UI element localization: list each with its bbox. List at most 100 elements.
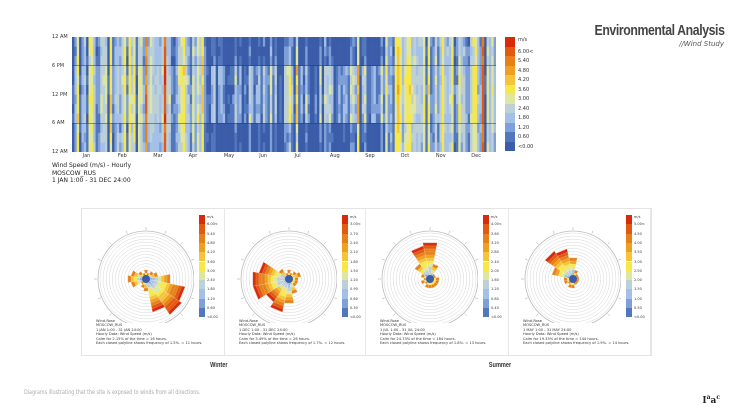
heatmap-cell	[178, 56, 181, 67]
heatmap-cell	[152, 46, 155, 57]
heatmap-cell	[83, 94, 87, 105]
heatmap-cell	[368, 84, 372, 95]
legend-swatch	[505, 75, 515, 85]
heatmap-cell	[455, 65, 459, 76]
heatmap-cell	[79, 113, 82, 124]
heatmap-cell	[93, 46, 96, 57]
heatmap-cell	[326, 132, 330, 143]
heatmap-cell	[76, 65, 80, 76]
heatmap-cell	[194, 94, 198, 105]
direction-tick	[536, 313, 539, 316]
heatmap-cell	[229, 56, 233, 67]
legend-tick: 1.20	[350, 278, 358, 283]
heatmap-cell	[234, 75, 238, 86]
heatmap-cell	[255, 132, 259, 143]
heatmap-cell	[366, 84, 370, 95]
heatmap-cell	[281, 94, 285, 105]
heatmap-cell	[333, 142, 337, 152]
heatmap-cell	[333, 94, 337, 105]
heatmap-cell	[413, 37, 417, 47]
heatmap-cell	[116, 46, 120, 57]
heatmap-cell	[342, 104, 346, 114]
heatmap-cell	[284, 75, 287, 86]
heatmap-cell	[72, 123, 75, 134]
heatmap-cell	[411, 84, 414, 95]
heatmap-cell	[479, 142, 483, 152]
direction-tick	[618, 258, 621, 261]
heatmap-cell	[130, 113, 134, 124]
heatmap-cell	[293, 142, 297, 152]
legend-swatch	[483, 308, 489, 318]
heatmap-cell	[178, 132, 181, 143]
heatmap-y-axis: 12 AM 6 PM 12 PM 6 AM 12 AM	[52, 34, 72, 155]
heatmap-cell	[401, 104, 405, 114]
heatmap-cell	[248, 132, 252, 143]
heatmap-cell	[444, 104, 447, 114]
heatmap-cell	[444, 37, 447, 47]
frequency-ring	[248, 238, 330, 320]
heatmap-cell	[104, 123, 108, 134]
heatmap-cell	[130, 94, 134, 105]
heatmap-cell	[347, 123, 351, 134]
heatmap-cell	[298, 75, 301, 86]
heatmap-cell	[286, 132, 290, 143]
heatmap-cell	[375, 84, 379, 95]
heatmap-cell	[425, 132, 428, 143]
heatmap-cell	[354, 75, 358, 86]
heatmap-cell	[340, 142, 344, 152]
legend-swatch	[342, 261, 348, 271]
heatmap-cell	[163, 142, 167, 152]
heatmap-cell	[364, 132, 367, 143]
heatmap-cell	[218, 113, 221, 124]
heatmap-cell	[321, 84, 325, 95]
heatmap-cell	[225, 113, 228, 124]
legend-unit: m/s	[634, 215, 641, 219]
heatmap-cell	[425, 142, 428, 152]
heatmap-cell	[116, 104, 120, 114]
heatmap-cell	[180, 84, 184, 95]
heatmap-cell	[215, 113, 219, 124]
heatmap-cell	[145, 65, 148, 76]
heatmap-cell	[196, 113, 200, 124]
heatmap-cell	[493, 37, 496, 47]
heatmap-cell	[170, 46, 174, 57]
heatmap-cell	[114, 37, 118, 47]
heatmap-cell	[380, 94, 384, 105]
heatmap-cell	[371, 65, 374, 76]
heatmap-cell	[119, 46, 122, 57]
heatmap-cell	[93, 104, 96, 114]
heatmap-cell	[380, 65, 384, 76]
heatmap-cell	[354, 56, 358, 67]
heatmap-cell	[135, 104, 139, 114]
heatmap-cell	[324, 56, 327, 67]
heatmap-cell	[166, 37, 169, 47]
heatmap-cell	[260, 56, 264, 67]
heatmap-cell	[432, 104, 436, 114]
heatmap-cell	[316, 123, 320, 134]
caption-line: MOSCOW_RUS	[380, 323, 407, 328]
heatmap-cell	[260, 84, 264, 95]
heatmap-cell	[100, 56, 103, 67]
heatmap-cell	[149, 132, 153, 143]
heatmap-cell	[427, 142, 431, 152]
heatmap-cell	[357, 46, 360, 57]
heatmap-cell	[88, 46, 92, 57]
heatmap-cell	[413, 113, 417, 124]
heatmap-cell	[234, 123, 238, 134]
heatmap-cell	[406, 37, 410, 47]
heatmap-cell	[267, 75, 271, 86]
heatmap-cell	[225, 123, 228, 134]
heatmap-cell	[314, 37, 318, 47]
heatmap-cell	[472, 37, 476, 47]
heatmap-cell	[458, 113, 461, 124]
heatmap-cell	[413, 56, 417, 67]
heatmap-cell	[326, 94, 330, 105]
heatmap-cell	[357, 75, 360, 86]
heatmap-cell	[163, 84, 167, 95]
heatmap-cell	[90, 84, 94, 95]
heatmap-cell	[302, 123, 306, 134]
heatmap-cell	[373, 132, 377, 143]
heatmap-cell	[380, 132, 384, 143]
heatmap-cell	[439, 46, 443, 57]
heatmap-cell	[316, 37, 320, 47]
